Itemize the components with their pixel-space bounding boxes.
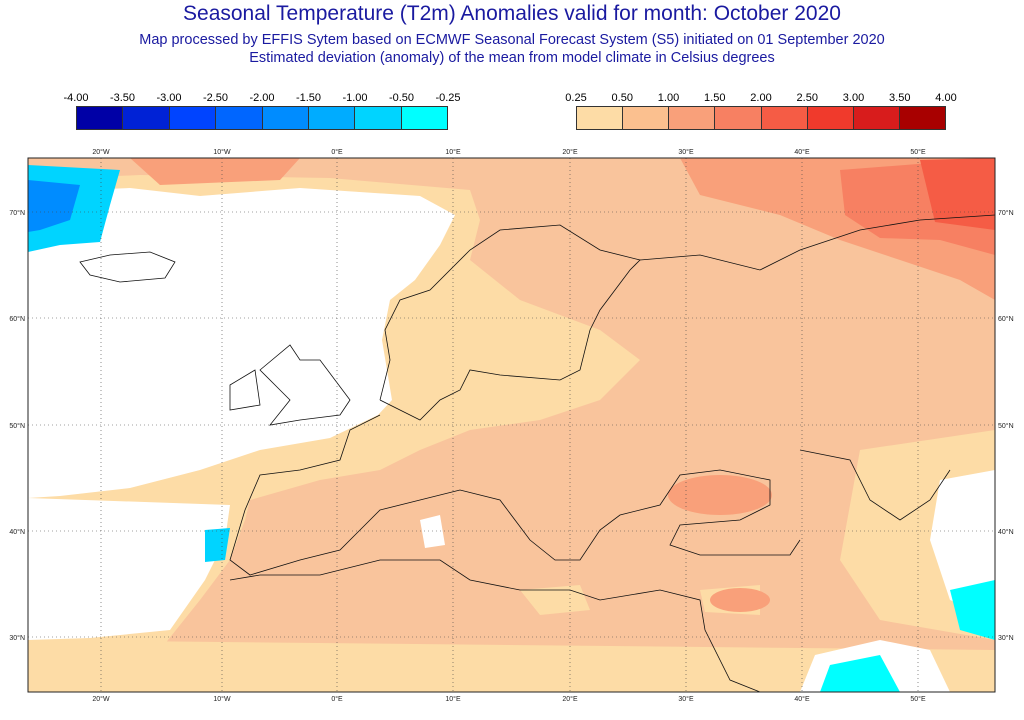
legend-tick-label: -0.50 [388, 92, 415, 104]
lat-label-right: 70°N [998, 209, 1014, 217]
anomaly-neutral-southwest [28, 498, 230, 640]
legend-tick-label: 1.00 [657, 92, 680, 104]
lat-label-right: 30°N [998, 634, 1014, 642]
lon-label-bottom: 20°W [92, 695, 110, 703]
lon-label-top: 30°E [678, 148, 694, 156]
lon-label-top: 20°E [562, 148, 578, 156]
map-subtitle-units: Estimated deviation (anomaly) of the mea… [249, 50, 775, 66]
legend-positive: 0.25 0.50 1.00 1.50 2.00 2.50 3.00 3.50 4.00 [565, 92, 957, 132]
legend-swatch [577, 107, 624, 129]
legend-swatch [123, 107, 170, 129]
legend-tick-label: 3.00 [842, 92, 865, 104]
anomaly-0.25-0.5-south [28, 640, 995, 692]
map-frame [27, 157, 996, 693]
lat-label-right: 60°N [998, 315, 1014, 323]
legend-swatch [216, 107, 263, 129]
lon-label-top: 50°E [910, 148, 926, 156]
legend-tick-label: 2.50 [796, 92, 818, 104]
legend-swatch [899, 107, 945, 129]
legend-swatch [623, 107, 670, 129]
anomaly-1-1.5-black-sea [668, 475, 772, 515]
anomaly-neutral-atlantic [28, 188, 455, 498]
legend-swatch [77, 107, 124, 129]
legend-tick-label: -2.50 [202, 92, 229, 104]
map-title: Seasonal Temperature (T2m) Anomalies val… [183, 2, 841, 25]
anomaly-0.25-0.5-patches [520, 585, 760, 615]
lat-label-right: 50°N [998, 422, 1014, 430]
legend-tick-label: -4.00 [63, 92, 89, 104]
legend-swatch [401, 107, 447, 129]
lon-label-bottom: 10°W [213, 695, 231, 703]
lat-label-left: 30°N [9, 634, 25, 642]
legend-tick-label: -3.50 [109, 92, 136, 104]
legend-swatch [807, 107, 854, 129]
anomaly-negative-iberia [205, 528, 230, 562]
lon-label-top: 40°E [794, 148, 810, 156]
legend-tick-label: -0.25 [435, 92, 461, 104]
legend-negative: -4.00 -3.50 -3.00 -2.50 -2.00 -1.50 -1.00 -0.50… [63, 92, 461, 132]
lon-label-top: 10°E [445, 148, 461, 156]
legend-tick-label: -1.00 [342, 92, 368, 104]
anomaly-1-1.5-middle-east [710, 588, 770, 612]
legend-tick-label: 0.50 [611, 92, 633, 104]
legend-tick-label: 0.25 [565, 92, 587, 104]
legend-tick-label: -3.00 [156, 92, 182, 104]
legend-swatch [853, 107, 900, 129]
legend-swatch [262, 107, 309, 129]
anomaly-negative-southeast [820, 580, 995, 692]
coastlines [79, 214, 995, 692]
lon-label-bottom: 50°E [910, 695, 926, 703]
legend-tick-label: 1.50 [704, 92, 726, 104]
lat-label-right: 40°N [998, 528, 1014, 536]
legend-tick-label: -1.50 [295, 92, 322, 104]
lat-label-left: 40°N [9, 528, 25, 536]
lat-label-left: 50°N [9, 422, 25, 430]
lat-label-left: 70°N [9, 209, 25, 217]
legend-tick-label: 2.00 [750, 92, 772, 104]
anomaly-neutral-east [930, 470, 995, 620]
anomaly-negative-greenland-core [28, 180, 80, 232]
legend-swatch [308, 107, 356, 129]
legend-tick-label: 3.50 [889, 92, 911, 104]
legend-swatch [669, 107, 716, 129]
legend-tick-label: -2.00 [249, 92, 275, 104]
lon-label-bottom: 10°E [445, 695, 461, 703]
legend-tick-label: 4.00 [935, 92, 957, 104]
legend-swatch [169, 107, 217, 129]
map-subtitle: Map processed by EFFIS Sytem based on EC… [139, 32, 885, 48]
lon-label-top: 0°E [331, 148, 343, 156]
anomaly-1-1.5-northeast [130, 158, 995, 300]
lon-label-top: 20°W [92, 148, 110, 156]
legend-swatch [715, 107, 762, 129]
graticule [28, 158, 995, 692]
legend-swatch [355, 107, 402, 129]
lon-label-bottom: 40°E [794, 695, 810, 703]
lon-label-bottom: 0°E [331, 695, 343, 703]
anomaly-neutral-sardinia [420, 515, 445, 548]
lat-label-left: 60°N [9, 315, 25, 323]
legend-swatch [761, 107, 808, 129]
lon-label-bottom: 30°E [678, 695, 694, 703]
lon-label-top: 10°W [213, 148, 231, 156]
lon-label-bottom: 20°E [562, 695, 578, 703]
